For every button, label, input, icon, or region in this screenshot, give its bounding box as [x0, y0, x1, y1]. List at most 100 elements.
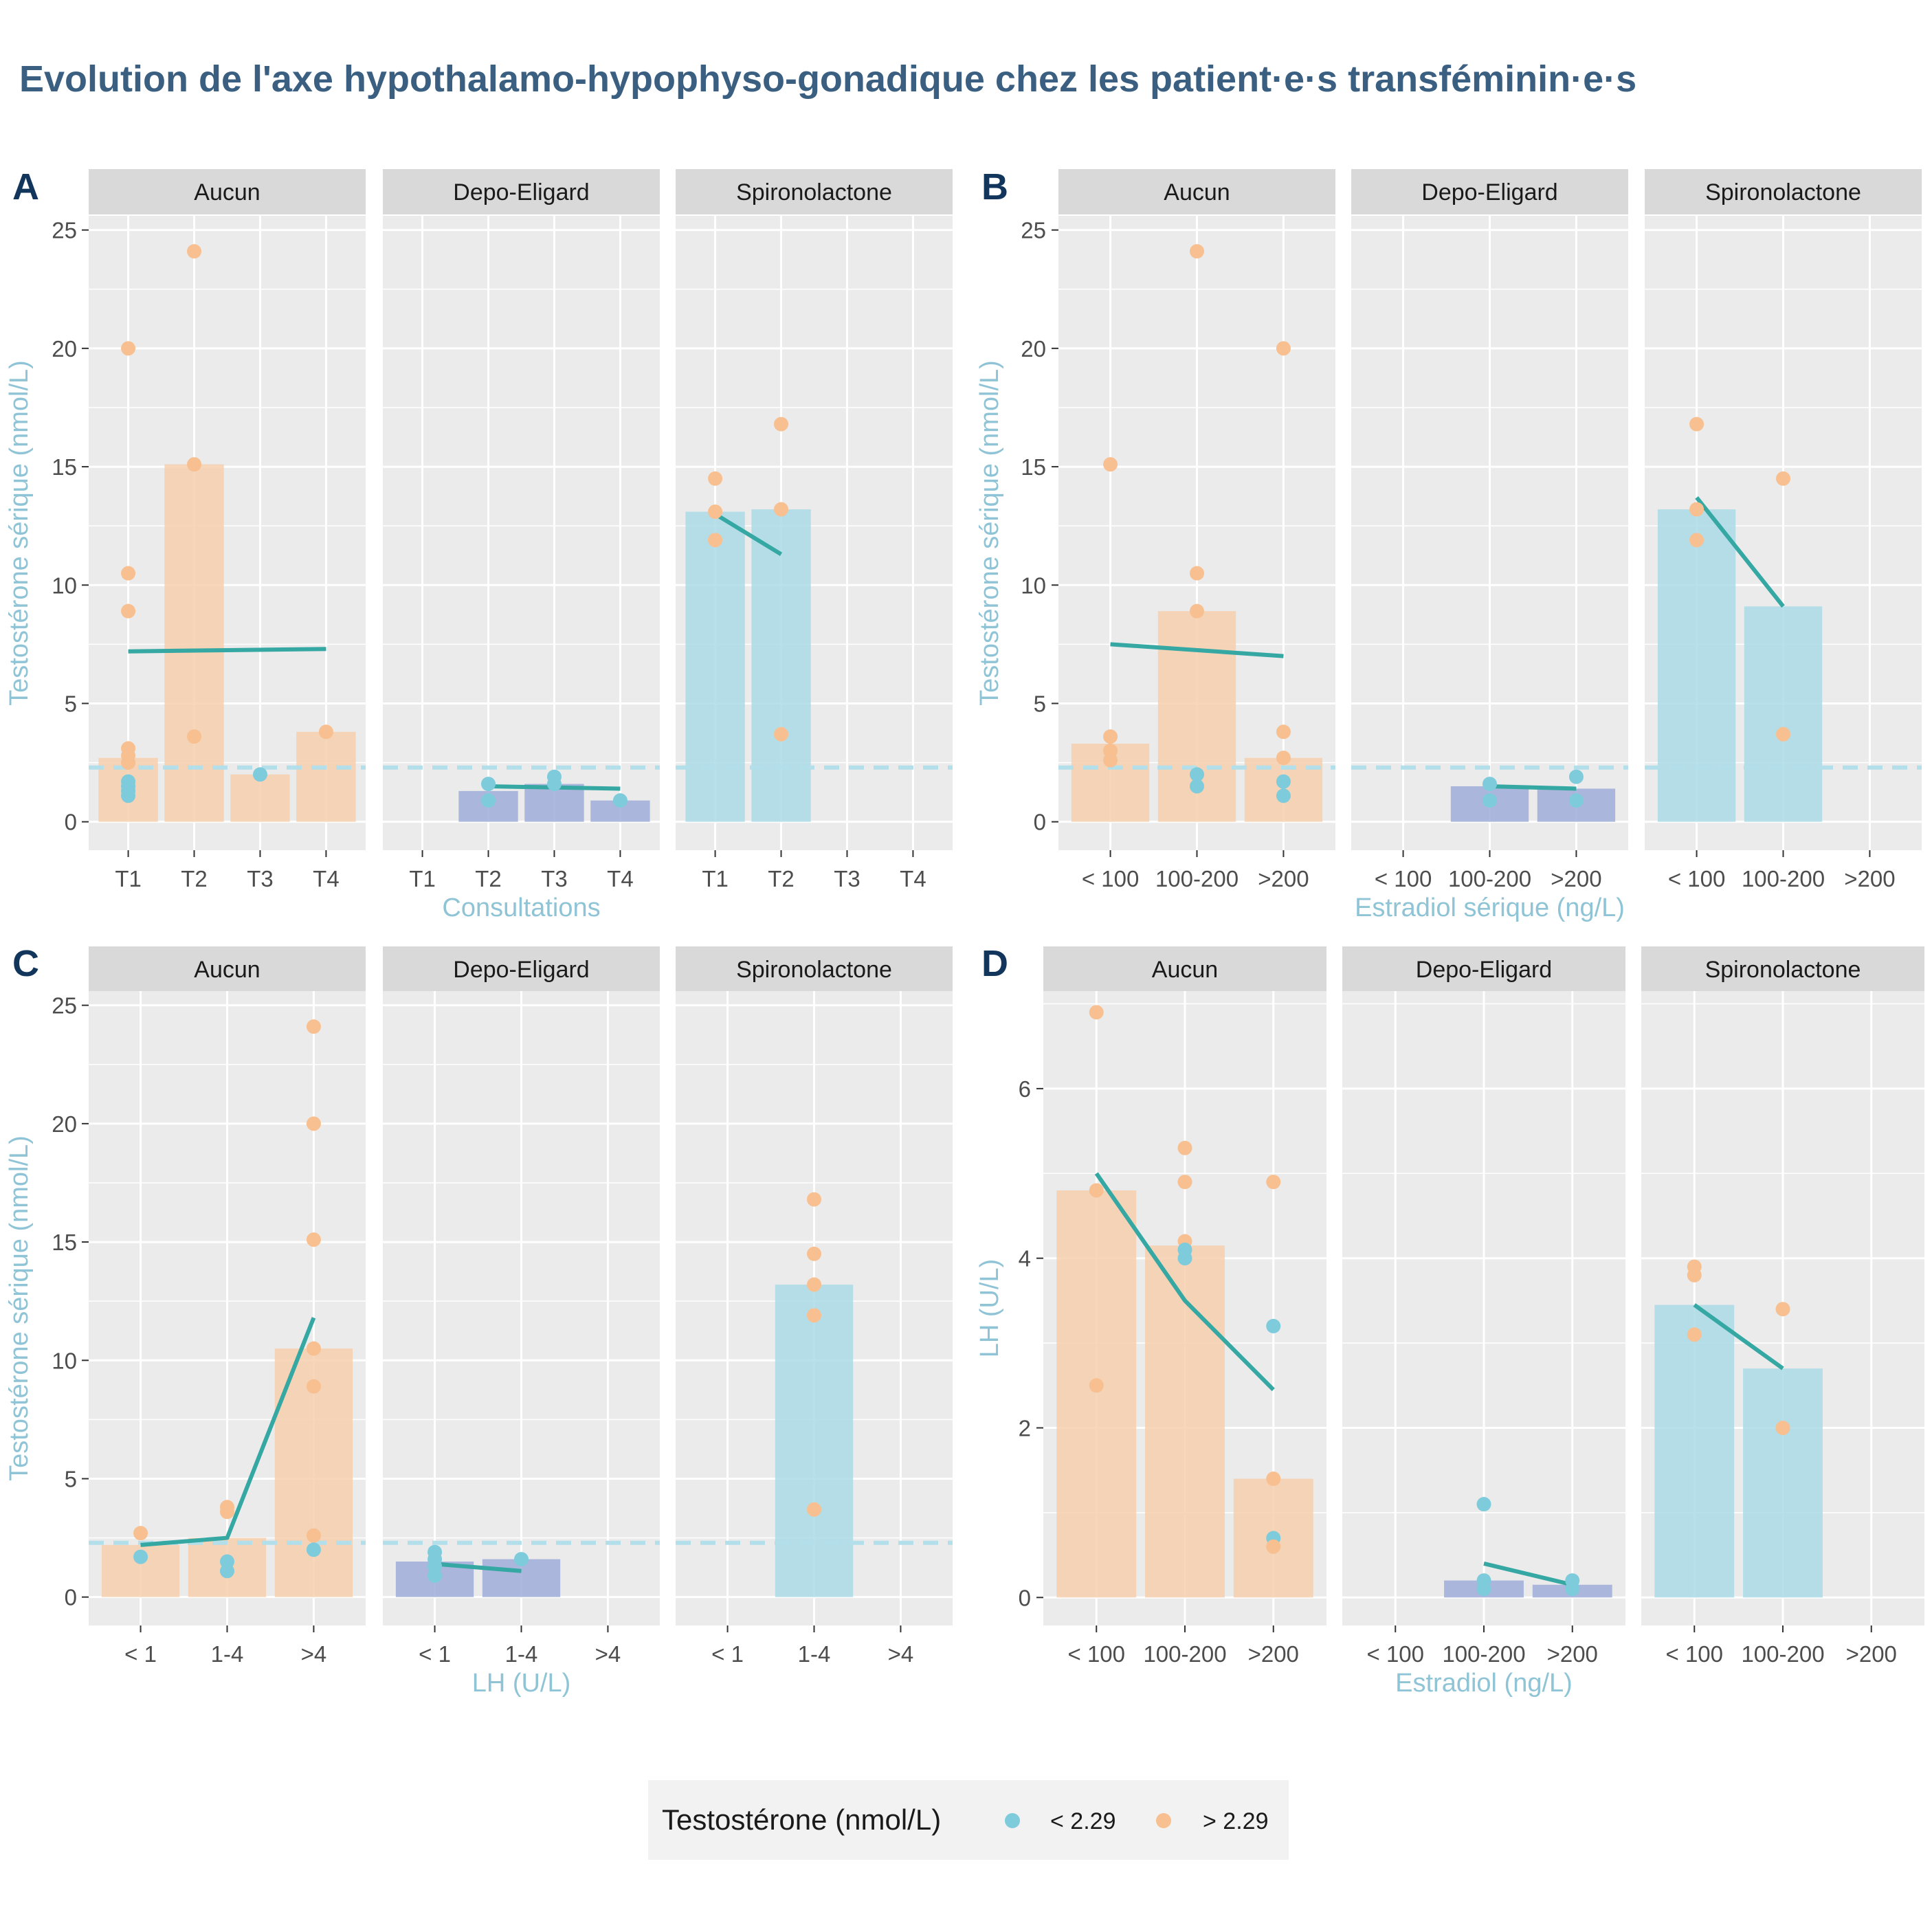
point-high	[1190, 566, 1204, 581]
x-tick-label: < 1	[124, 1641, 157, 1667]
point-high	[1103, 729, 1118, 744]
bar	[1145, 1245, 1225, 1598]
trend-line	[140, 1317, 316, 1547]
x-tick-label: T4	[313, 866, 340, 891]
y-tick-label: 5	[65, 691, 77, 716]
point-low	[220, 1564, 234, 1579]
point-high	[187, 729, 202, 744]
facet-strip	[89, 169, 366, 214]
point-high	[121, 603, 136, 619]
x-tick-label: >200	[1547, 1641, 1598, 1667]
point-low	[1483, 777, 1497, 792]
point-low	[1276, 788, 1291, 803]
point-high	[1190, 603, 1204, 619]
x-tick-label: 1-4	[211, 1641, 244, 1667]
facet-strip-label: Aucun	[1152, 957, 1218, 983]
point-high	[774, 726, 789, 742]
x-tick-label: T1	[702, 866, 729, 891]
x-tick-label: < 1	[419, 1641, 451, 1667]
point-high	[1775, 1420, 1790, 1435]
chart-b: B Aucun < 100 100-200 >200 Depo-Eligard < 100 1…	[975, 166, 1922, 922]
x-tick-label: T1	[409, 866, 436, 891]
point-high	[774, 417, 789, 432]
x-tick-label: T2	[768, 866, 795, 891]
x-axis-title: Estradiol (ng/L)	[1395, 1669, 1573, 1698]
point-high	[1276, 751, 1291, 766]
x-tick-label: 100-200	[1741, 1641, 1824, 1667]
facet-b-aucun: Aucun < 100 100-200 >200	[1058, 169, 1335, 891]
x-tick-label: 100-200	[1155, 866, 1239, 891]
x-tick-label: T1	[115, 866, 142, 891]
y-axis-title: LH (U/L)	[975, 1259, 1004, 1358]
legend-low-label: < 2.29	[1050, 1808, 1115, 1834]
facet-strip	[1645, 169, 1922, 214]
facet-strip-label: Depo-Eligard	[1421, 179, 1557, 206]
point-low	[428, 1568, 443, 1584]
x-tick-label: >200	[1258, 866, 1309, 891]
y-tick-label: 25	[52, 218, 77, 243]
point-high	[306, 1116, 321, 1131]
point-high	[807, 1308, 821, 1323]
y-tick-label: 0	[65, 810, 77, 835]
bar	[164, 464, 224, 822]
point-high	[187, 244, 202, 259]
y-tick-label: 10	[52, 1348, 77, 1373]
y-tick-label: 0	[1034, 810, 1046, 835]
x-axis-title: Estradiol sérique (ng/L)	[1355, 893, 1625, 922]
point-high	[306, 1019, 321, 1034]
x-tick-label: < 100	[1668, 866, 1726, 891]
facet-strip-label: Aucun	[1164, 179, 1230, 206]
facet-strip-label: Spironolactone	[1705, 179, 1861, 206]
facet-strip-label: Depo-Eligard	[453, 179, 589, 206]
legend-title: Testostérone (nmol/L)	[662, 1803, 941, 1836]
x-tick-label: T3	[541, 866, 568, 891]
trend-line	[1693, 1303, 1784, 1370]
trend-line	[1489, 784, 1577, 791]
facet-d-depo-eligard: Depo-Eligard < 100 100-200 >200	[1342, 946, 1625, 1667]
point-high	[220, 1504, 234, 1520]
y-tick-label: 15	[1021, 454, 1046, 480]
legend-low-marker	[1005, 1813, 1020, 1828]
facet-b-depo-eligard: Depo-Eligard < 100 100-200 >200	[1351, 169, 1628, 891]
x-tick-label: >4	[301, 1641, 327, 1667]
facet-c-aucun: Aucun < 1 1-4 >4	[89, 946, 366, 1667]
facet-d-aucun: Aucun < 100 100-200 >200	[1043, 946, 1326, 1667]
bar	[1654, 1304, 1735, 1598]
trend-line	[128, 647, 326, 654]
point-low	[546, 777, 562, 792]
y-tick-label: 15	[52, 454, 77, 480]
y-tick-label: 20	[52, 1111, 77, 1137]
legend: Testostérone (nmol/L) < 2.29 > 2.29	[648, 1780, 1289, 1860]
point-low	[1483, 793, 1497, 808]
point-high	[306, 1232, 321, 1247]
point-high	[1689, 502, 1705, 517]
x-tick-label: 1-4	[505, 1641, 538, 1667]
y-axis-title: Testostérone sérique (nmol/L)	[5, 360, 34, 706]
point-high	[306, 1528, 321, 1543]
x-tick-label: < 100	[1666, 1641, 1724, 1667]
y-tick-label: 5	[1034, 691, 1046, 716]
point-high	[1177, 1175, 1192, 1190]
point-high	[1689, 533, 1705, 548]
point-high	[133, 1526, 148, 1541]
x-tick-label: < 100	[1375, 866, 1432, 891]
y-tick-label: 5	[65, 1466, 77, 1491]
y-tick-label: 6	[1019, 1076, 1031, 1102]
point-low	[1190, 779, 1204, 794]
facet-d-spironolactone: Spironolactone < 100 100-200 >200	[1641, 946, 1924, 1667]
facet-strip	[383, 169, 660, 214]
point-high	[1266, 1175, 1281, 1190]
x-tick-label: T4	[900, 866, 926, 891]
trend-line	[1483, 1562, 1573, 1587]
y-tick-label: 2	[1019, 1415, 1031, 1441]
x-tick-label: >200	[1846, 1641, 1897, 1667]
facet-b-spironolactone: Spironolactone < 100 100-200 >200	[1645, 169, 1922, 891]
x-tick-label: >200	[1551, 866, 1601, 891]
point-high	[1089, 1005, 1104, 1020]
point-low	[1568, 769, 1584, 784]
y-axis-title: Testostérone sérique (nmol/L)	[975, 360, 1004, 706]
x-tick-label: 100-200	[1143, 1641, 1226, 1667]
point-low	[1568, 793, 1584, 808]
